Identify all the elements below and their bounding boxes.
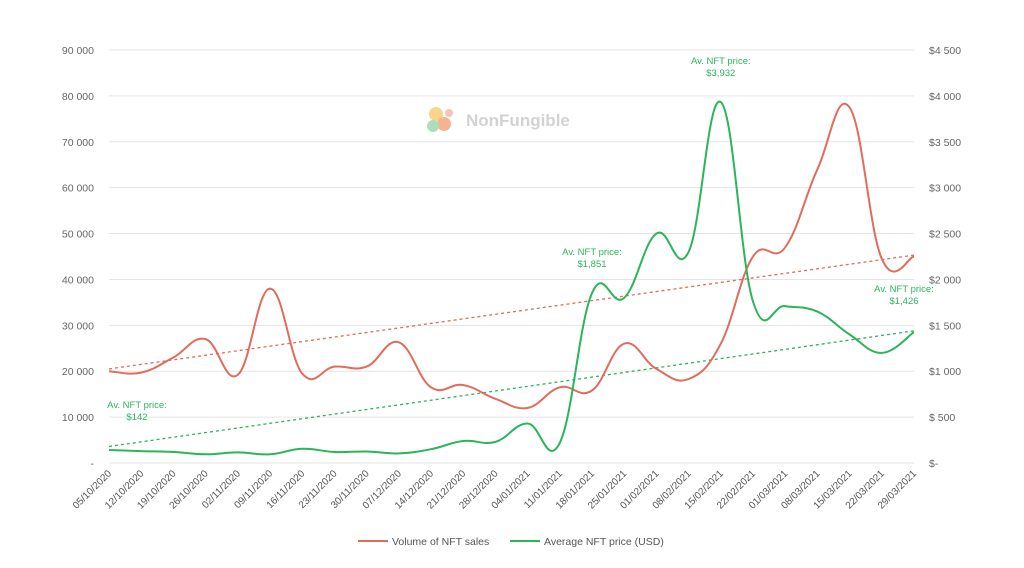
right-axis-tick-label: $2 500 [929,229,961,241]
watermark-text: NonFungible [466,111,570,130]
right-axis-tick-label: $ 500 [929,412,955,424]
left-axis-tick-label: 20 000 [62,366,94,378]
left-axis-tick-label: 80 000 [62,91,94,103]
left-axis-tick-label: 50 000 [62,229,94,241]
right-axis-tick-label: $4 500 [929,45,961,57]
right-axis-tick-label: $3 000 [929,183,961,195]
right-axis-tick-label: $3 500 [929,137,961,149]
legend-label-sales: Volume of NFT sales [392,536,489,548]
series-line-nft-sales [108,102,915,410]
right-axis-tick-label: $4 000 [929,91,961,103]
x-axis-ticks: 05/10/202012/10/202019/10/202026/10/2020… [71,468,919,511]
left-axis-tick-label: 60 000 [62,183,94,195]
annotation-value: $1,851 [577,259,606,270]
annotation-value: $1,426 [889,296,918,307]
right-axis-ticks: $- $ 500 $1 000 $1 500 $2 000 $2 500 $3 000 $3 … [929,45,961,470]
gridlines [109,49,914,464]
left-axis-tick-label: 70 000 [62,137,94,149]
trendline-series-1 [108,330,915,448]
right-axis-tick-label: $1 500 [929,320,961,332]
annotation-label: Av. NFT price: [874,284,934,295]
left-axis-tick-label: - [91,458,95,470]
left-axis-tick-label: 30 000 [62,320,94,332]
legend-label-price: Average NFT price (USD) [544,536,664,548]
annotation-label: Av. NFT price: [562,247,622,258]
right-axis-tick-label: $2 000 [929,274,961,286]
left-axis-tick-label: 10 000 [62,412,94,424]
right-axis-tick-label: $1 000 [929,366,961,378]
series-line-nft-price [108,101,915,456]
annotation-value: $142 [126,412,147,423]
trendline-series-0 [108,254,915,370]
left-axis-ticks: - 10 000 20 000 30 000 40 000 50 000 60 000 70 … [62,45,95,470]
annotation-label: Av. NFT price: [107,400,167,411]
left-axis-tick-label: 40 000 [62,274,94,286]
annotation-value: $3,932 [706,68,735,79]
left-axis-tick-label: 90 000 [62,45,94,57]
annotation-label: Av. NFT price: [691,56,751,67]
series-lines [108,101,915,456]
trendlines [108,254,915,448]
nonfungible-logo-icon [427,107,453,132]
legend: Volume of NFT sales Average NFT price (U… [358,536,664,548]
watermark: NonFungible [427,107,570,132]
right-axis-tick-label: $- [929,458,939,470]
